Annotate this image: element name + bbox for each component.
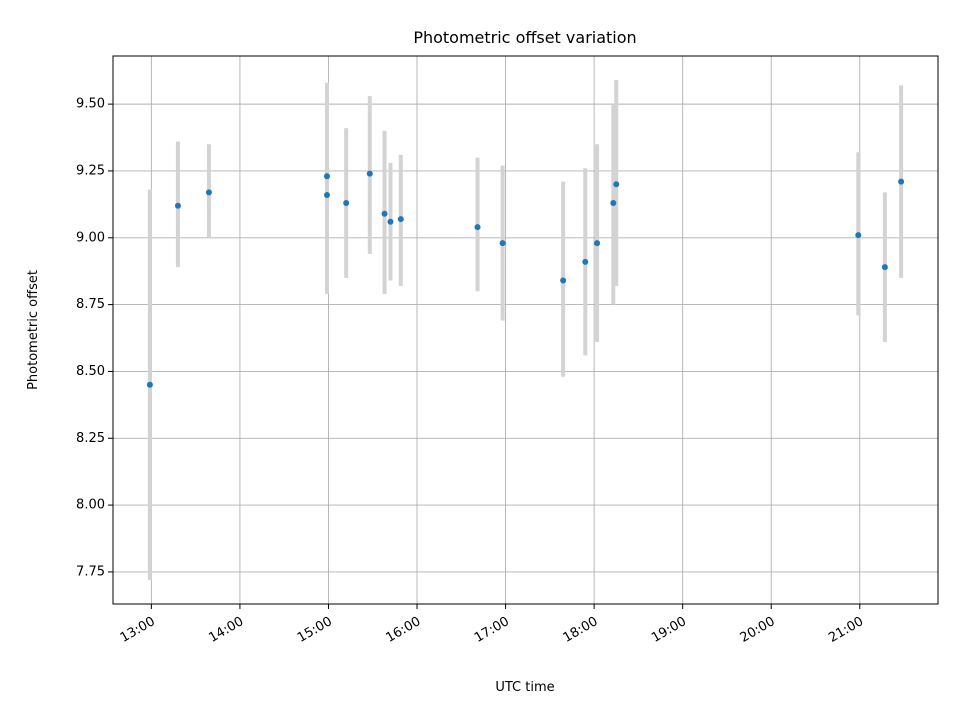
- data-point: [323, 173, 330, 180]
- data-point: [499, 240, 506, 247]
- data-point: [594, 240, 601, 247]
- y-tick-label: 8.75: [76, 297, 105, 312]
- data-point: [343, 200, 350, 207]
- data-point: [855, 232, 862, 239]
- data-point: [387, 218, 394, 225]
- data-point: [898, 178, 905, 185]
- y-axis-ticks: 7.75 8.00 8.25 8.50 8.75 9.00 9.25 9.50: [76, 97, 113, 579]
- y-tick-label: 9.25: [76, 163, 105, 178]
- y-tick-label: 8.00: [76, 498, 105, 513]
- chart-title: Photometric offset variation: [413, 28, 636, 47]
- y-tick-label: 9.00: [76, 230, 105, 245]
- data-point: [366, 170, 373, 177]
- data-point: [323, 192, 330, 199]
- data-point: [582, 258, 589, 265]
- data-points: [146, 170, 905, 388]
- data-point: [381, 210, 388, 217]
- grid: [113, 56, 938, 604]
- data-point: [474, 224, 481, 231]
- y-tick-label: 7.75: [76, 564, 105, 579]
- y-tick-label: 8.25: [76, 431, 105, 446]
- x-axis-label: UTC time: [495, 680, 554, 695]
- data-point: [174, 202, 181, 209]
- data-point: [613, 181, 620, 188]
- data-point: [560, 277, 567, 284]
- data-point: [610, 200, 617, 207]
- data-point: [146, 381, 153, 388]
- plot-frame: [112, 55, 939, 605]
- data-point: [397, 216, 404, 223]
- y-tick-label: 8.50: [76, 364, 105, 379]
- y-axis-label: Photometric offset: [26, 270, 41, 390]
- data-point: [205, 189, 212, 196]
- data-point: [881, 264, 888, 271]
- y-tick-label: 9.50: [76, 97, 105, 112]
